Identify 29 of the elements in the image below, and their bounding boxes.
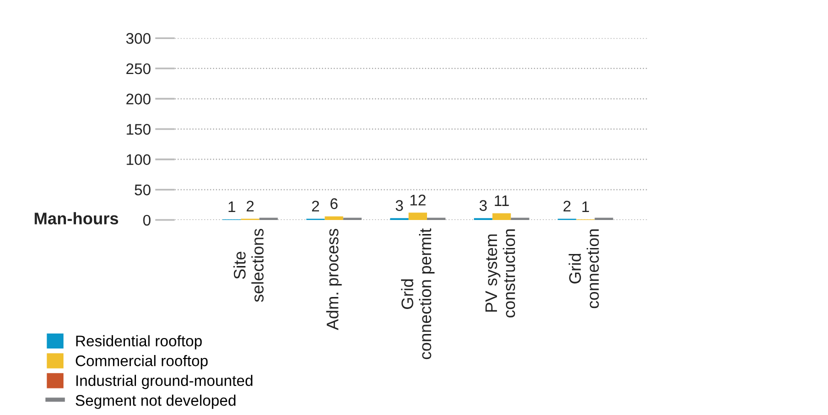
legend-label: Industrial ground-mounted	[76, 374, 252, 390]
data-label: 2	[312, 200, 320, 212]
bar	[408, 212, 428, 220]
bar	[492, 213, 511, 220]
data-label: 6	[330, 198, 338, 210]
legend-label: Segment not developed	[76, 394, 236, 409]
x-tick-label: PV system construction	[485, 229, 516, 318]
y-tick-label: 250	[126, 63, 150, 74]
y-tick-label: 300	[126, 33, 150, 44]
x-tick-label: Grid connection	[568, 229, 599, 308]
y-axis-title: Man-hours	[34, 212, 118, 224]
y-tick-label: 0	[143, 214, 150, 226]
data-label: 2	[246, 200, 254, 212]
data-label: 1	[582, 201, 589, 212]
legend-label: Commercial rooftop	[76, 355, 208, 370]
data-label: 11	[494, 195, 509, 206]
data-label: 3	[480, 200, 487, 211]
data-label: 1	[228, 201, 236, 212]
data-label: 12	[410, 194, 426, 206]
y-tick-label: 100	[126, 154, 150, 166]
data-label: 3	[396, 200, 403, 211]
x-tick-label: Grid connection permit	[401, 228, 435, 360]
y-tick-label: 150	[126, 124, 150, 135]
x-tick-label: Adm. process	[326, 228, 342, 330]
data-label: 2	[564, 200, 570, 212]
y-tick-label: 50	[134, 184, 150, 196]
legend-label: Residential rooftop	[76, 335, 202, 350]
y-tick-label: 200	[126, 94, 150, 104]
x-tick-label: Site selections	[233, 228, 264, 302]
